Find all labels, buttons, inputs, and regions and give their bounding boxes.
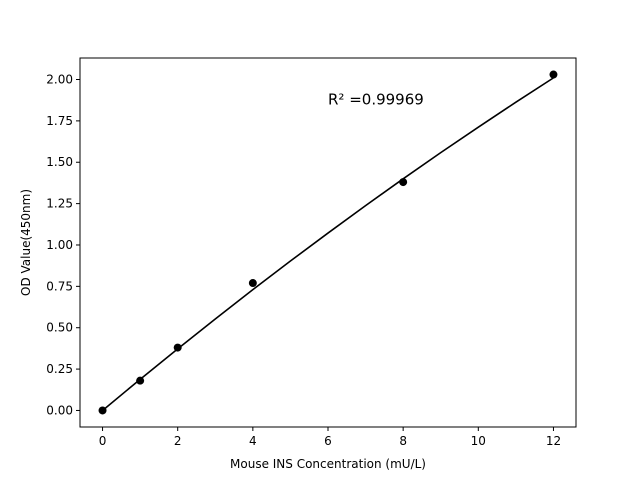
y-tick-label: 0.50	[46, 321, 73, 335]
x-tick-label: 2	[174, 434, 182, 448]
y-tick-label: 1.75	[46, 114, 73, 128]
y-axis-label: OD Value(450nm)	[19, 189, 33, 296]
x-tick-label: 12	[546, 434, 561, 448]
y-tick-label: 1.25	[46, 197, 73, 211]
plot-area-frame	[79, 57, 577, 428]
data-point	[173, 343, 182, 352]
data-point	[549, 70, 558, 79]
x-tick-label: 0	[99, 434, 107, 448]
r-squared-annotation: R² =0.99969	[328, 90, 424, 108]
data-point	[98, 406, 107, 415]
y-tick-label: 1.00	[46, 238, 73, 252]
x-tick-label: 10	[471, 434, 486, 448]
y-tick-label: 0.75	[46, 279, 73, 293]
x-axis-label: Mouse INS Concentration (mU/L)	[230, 457, 426, 471]
data-point	[248, 279, 257, 288]
x-tick-label: 4	[249, 434, 257, 448]
x-tick-label: 8	[399, 434, 407, 448]
y-tick-label: 2.00	[46, 73, 73, 87]
x-tick-label: 6	[324, 434, 332, 448]
data-point	[136, 376, 145, 385]
data-point	[399, 178, 408, 187]
y-tick-label: 1.50	[46, 155, 73, 169]
fit-curve-line	[102, 77, 554, 412]
y-tick-label: 0.25	[46, 362, 73, 376]
y-tick-label: 0.00	[46, 403, 73, 417]
